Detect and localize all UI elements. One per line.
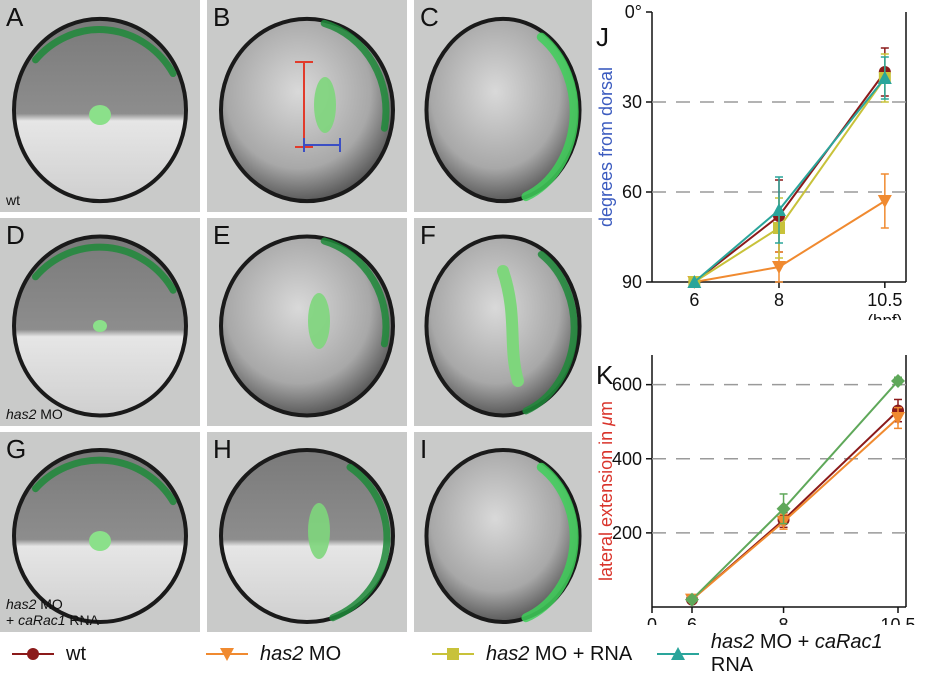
panel-label: F xyxy=(420,220,436,250)
y-tick-label: 30 xyxy=(622,92,642,112)
legend-marker xyxy=(27,648,39,660)
x-tick-label: 6 xyxy=(689,290,699,310)
data-point xyxy=(877,195,892,208)
gfp-margin-stain xyxy=(522,250,578,415)
panel-label: A xyxy=(6,2,24,32)
legend-item: has2 MO + RNA xyxy=(430,628,632,680)
chart-j: 0° 30 60 90 6 8 10.5(hpf) degrees from dorsal xyxy=(596,2,907,320)
x-tick-label: 10.5 xyxy=(867,290,902,310)
panel-label: B xyxy=(213,2,231,32)
data-point xyxy=(891,373,905,388)
series-line xyxy=(693,77,886,283)
panel-label: E xyxy=(213,220,231,250)
panel-label: I xyxy=(420,434,428,464)
micrograph-panel-f: F xyxy=(414,218,592,426)
micrograph-panel-b: B xyxy=(207,0,407,212)
x-tick-label: 6 xyxy=(687,615,697,625)
legend-item: has2 MO xyxy=(204,628,341,680)
gfp-margin-stain xyxy=(329,463,391,622)
gfp-margin-stain xyxy=(32,456,177,506)
gfp-cell-cluster xyxy=(308,503,330,559)
data-point xyxy=(877,71,892,84)
legend-item: has2 MO + caRac1 RNA xyxy=(655,628,930,680)
data-point xyxy=(891,412,905,425)
x-tick-label: 8 xyxy=(774,290,784,310)
gfp-cell-cluster xyxy=(89,531,111,551)
y-axis-label: lateral extension in μm xyxy=(596,401,616,581)
legend-label: wt xyxy=(66,642,86,665)
gfp-cell-cluster xyxy=(89,105,111,125)
gfp-margin-stain xyxy=(32,26,177,78)
gfp-margin-stain xyxy=(32,243,177,294)
y-tick-label: 0° xyxy=(625,2,642,22)
series-line xyxy=(691,409,899,601)
gfp-cell-cluster xyxy=(93,320,107,332)
data-point xyxy=(772,203,786,216)
data-point xyxy=(687,275,702,288)
legend-label: has2 MO + RNA xyxy=(486,642,633,665)
micrograph-panel-i: I xyxy=(414,432,592,632)
data-point xyxy=(772,261,786,274)
x-tick-label: 10.5 xyxy=(880,615,915,625)
legend: wt has2 MO has2 MO + RNA has2 MO + caRac1 R… xyxy=(0,628,930,680)
gfp-margin-stain xyxy=(320,19,390,132)
gfp-margin-stain xyxy=(521,462,579,623)
x-tick-label: 8 xyxy=(779,615,789,625)
y-tick-label: 600 xyxy=(612,375,642,395)
panel-label: H xyxy=(213,434,232,464)
gfp-cell-cluster xyxy=(497,265,524,387)
x-tick-label: 0 xyxy=(647,615,657,625)
legend-swatch xyxy=(12,648,54,660)
y-tick-label: 400 xyxy=(612,449,642,469)
panel-label-k: K xyxy=(596,360,614,390)
legend-marker xyxy=(447,648,459,660)
x-axis-label: (hpf) xyxy=(867,311,902,320)
y-tick-label: 90 xyxy=(622,272,642,292)
panel-caption: has2 MO + caRac1 RNA xyxy=(6,596,99,628)
legend-swatch xyxy=(432,648,474,660)
panel-label-j: J xyxy=(596,22,609,52)
gfp-margin-stain xyxy=(320,237,390,348)
panel-label: C xyxy=(420,2,439,32)
y-tick-label: 60 xyxy=(622,182,642,202)
gfp-cell-cluster xyxy=(308,293,330,349)
blue-measure-bar xyxy=(303,138,341,152)
y-axis-label: degrees from dorsal xyxy=(596,67,616,227)
panel-caption: has2 MO xyxy=(6,406,63,422)
legend-swatch xyxy=(657,647,699,660)
panel-caption: wt xyxy=(6,192,20,208)
micrograph-panel-e: E xyxy=(207,218,407,426)
panel-label: D xyxy=(6,220,25,250)
legend-label: has2 MO xyxy=(260,642,342,665)
legend-swatch xyxy=(206,648,248,661)
panel-label: G xyxy=(6,434,27,464)
data-point xyxy=(685,592,699,607)
series-line xyxy=(693,77,886,283)
legend-marker xyxy=(671,647,685,660)
legend-marker xyxy=(220,648,234,661)
micrograph-panel-c: C xyxy=(414,0,592,212)
data-point xyxy=(776,501,791,516)
series-line xyxy=(691,380,899,601)
gfp-cell-cluster xyxy=(314,77,336,133)
legend-label: has2 MO + caRac1 RNA xyxy=(710,631,883,676)
y-tick-label: 200 xyxy=(612,523,642,543)
micrograph-panel-h: H xyxy=(207,432,407,632)
legend-item: wt xyxy=(10,628,86,680)
gfp-margin-stain xyxy=(521,32,579,202)
series-line xyxy=(693,71,886,283)
